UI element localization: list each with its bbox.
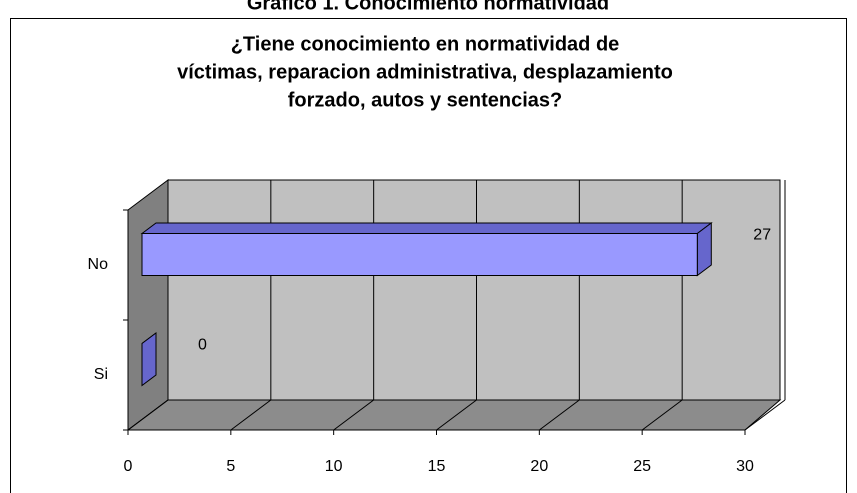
title-line: víctimas, reparacion administrativa, des… (177, 61, 673, 83)
bar-top (140, 222, 713, 234)
grid-line (641, 399, 683, 431)
bar-end (141, 332, 157, 387)
x-tick-label: 10 (325, 458, 343, 475)
x-tick-label: 25 (633, 458, 651, 475)
grid-line (230, 399, 272, 431)
grid-line (744, 399, 786, 431)
y-tick-label: No (88, 256, 109, 273)
back-wall (167, 179, 781, 401)
heading: Gráfico 1. Conocimiento normatividad (247, 0, 609, 14)
grid-line (436, 399, 477, 431)
data-label: 0 (198, 337, 207, 354)
grid-line (127, 399, 169, 431)
x-tick-label: 30 (736, 458, 754, 475)
x-tick-label: 0 (124, 458, 133, 475)
data-label: 27 (753, 227, 771, 244)
title-line: ¿Tiene conocimiento en normatividad de (231, 33, 620, 55)
side-wall (127, 179, 169, 431)
y-tick-label: Si (94, 366, 108, 383)
x-tick-label: 5 (226, 458, 235, 475)
grid-line (539, 399, 580, 431)
x-tick-label: 15 (428, 458, 446, 475)
x-tick-label: 20 (530, 458, 548, 475)
grid-line (333, 399, 374, 431)
bar (141, 233, 698, 276)
floor (126, 399, 782, 431)
title-line: forzado, autos y sentencias? (288, 89, 563, 111)
